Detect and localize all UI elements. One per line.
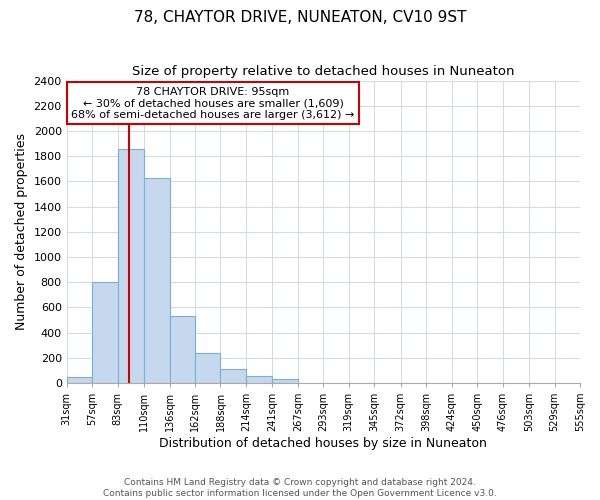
Title: Size of property relative to detached houses in Nuneaton: Size of property relative to detached ho… [132,65,515,78]
Bar [144,178,170,383]
Bar [272,379,298,383]
Bar [220,369,246,383]
Bar [195,352,220,383]
X-axis label: Distribution of detached houses by size in Nuneaton: Distribution of detached houses by size … [160,437,487,450]
Bar [118,148,144,383]
Y-axis label: Number of detached properties: Number of detached properties [15,133,28,330]
Text: 78, CHAYTOR DRIVE, NUNEATON, CV10 9ST: 78, CHAYTOR DRIVE, NUNEATON, CV10 9ST [134,10,466,25]
Bar [92,282,118,383]
Text: 78 CHAYTOR DRIVE: 95sqm
← 30% of detached houses are smaller (1,609)
68% of semi: 78 CHAYTOR DRIVE: 95sqm ← 30% of detache… [71,86,355,120]
Text: Contains HM Land Registry data © Crown copyright and database right 2024.
Contai: Contains HM Land Registry data © Crown c… [103,478,497,498]
Bar [67,376,92,383]
Bar [170,316,195,383]
Bar [246,376,272,383]
